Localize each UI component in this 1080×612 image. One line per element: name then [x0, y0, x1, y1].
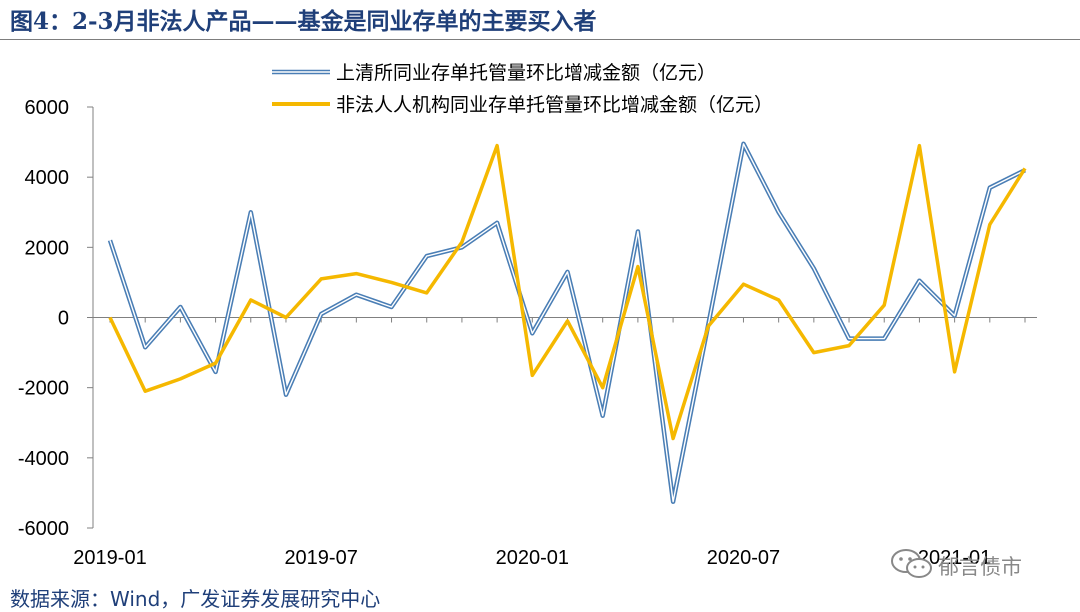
- data-point: [530, 331, 534, 335]
- figure-title: 图4：2-3月非法人产品——基金是同业存单的主要买入者: [10, 8, 597, 35]
- data-point: [882, 337, 886, 341]
- data-point: [354, 293, 358, 297]
- legend-item-2: 非法人人机构同业存单托管量环比增减金额（亿元）: [272, 94, 773, 116]
- data-point: [390, 305, 394, 309]
- data-point: [495, 221, 499, 225]
- data-point: [953, 314, 957, 318]
- x-tick-label: 2019-01: [73, 547, 146, 569]
- data-point: [988, 186, 992, 190]
- data-point: [284, 316, 288, 320]
- data-point: [601, 386, 605, 390]
- legend-label: 非法人人机构同业存单托管量环比增减金额（亿元）: [336, 94, 773, 116]
- data-point: [671, 437, 675, 441]
- data-point: [671, 500, 675, 504]
- x-tick-label: 2020-01: [496, 547, 569, 569]
- source-note: 数据来源：Wind，广发证券发展研究中心: [10, 587, 381, 611]
- wechat-icon: [891, 549, 932, 578]
- series-1: [107, 141, 1027, 504]
- series-layer: [107, 141, 1027, 504]
- data-point: [284, 393, 288, 397]
- data-point: [882, 303, 886, 307]
- watermark: 郁言债市: [890, 548, 1055, 582]
- data-point: [178, 305, 182, 309]
- series-line: [108, 143, 1027, 441]
- data-point: [636, 230, 640, 234]
- y-tick-label: -4000: [18, 448, 69, 470]
- data-point: [143, 389, 147, 393]
- title-divider: [0, 39, 1080, 40]
- chart-legend: 上清所同业存单托管量环比增减金额（亿元） 非法人人机构同业存单托管量环比增减金额（…: [272, 62, 773, 116]
- data-point: [917, 279, 921, 283]
- y-tick-label: 4000: [25, 167, 70, 189]
- watermark-text: 郁言债市: [938, 555, 1022, 579]
- data-point: [390, 280, 394, 284]
- x-tick-label: 2019-07: [284, 547, 357, 569]
- data-point: [777, 210, 781, 214]
- data-point: [706, 324, 710, 328]
- x-tick-label: 2020-07: [707, 547, 780, 569]
- data-point: [1023, 166, 1027, 170]
- data-point: [741, 282, 745, 286]
- line-chart: -6000 -4000 -2000 0 2000 4000 6000 2019-01 2019-…: [18, 62, 1037, 569]
- data-point: [988, 223, 992, 227]
- data-point: [143, 345, 147, 349]
- data-point: [178, 377, 182, 381]
- data-point: [319, 277, 323, 281]
- data-point: [108, 316, 112, 320]
- chart-axes: -6000 -4000 -2000 0 2000 4000 6000 2019-01 2019-…: [18, 97, 1037, 569]
- data-point: [601, 414, 605, 418]
- figure-header: 图4：2-3月非法人产品——基金是同业存单的主要买入者: [0, 0, 1080, 40]
- data-point: [566, 270, 570, 274]
- data-point: [249, 210, 253, 214]
- series-2: [108, 143, 1027, 441]
- data-point: [530, 373, 534, 377]
- data-point: [214, 370, 218, 374]
- data-point: [319, 312, 323, 316]
- data-point: [847, 337, 851, 341]
- data-point: [425, 254, 429, 258]
- legend-label: 上清所同业存单托管量环比增减金额（亿元）: [336, 62, 716, 84]
- data-point: [108, 238, 112, 242]
- data-point: [953, 370, 957, 374]
- data-point: [566, 319, 570, 323]
- x-tick-label: 2021-01: [918, 547, 991, 569]
- y-tick-label: -2000: [18, 378, 69, 400]
- data-point: [460, 240, 464, 244]
- data-point: [777, 298, 781, 302]
- data-point: [495, 144, 499, 148]
- data-point: [741, 142, 745, 146]
- data-point: [214, 361, 218, 365]
- data-point: [354, 272, 358, 276]
- data-point: [249, 298, 253, 302]
- y-tick-label: 6000: [25, 97, 70, 119]
- legend-item-1: 上清所同业存单托管量环比增减金额（亿元）: [272, 62, 716, 84]
- data-point: [917, 144, 921, 148]
- y-tick-label: -6000: [18, 518, 69, 540]
- series-line-inner: [109, 143, 1026, 503]
- y-tick-label: 2000: [25, 237, 70, 259]
- data-point: [636, 265, 640, 269]
- data-point: [812, 351, 816, 355]
- data-point: [812, 266, 816, 270]
- y-tick-label: 0: [58, 308, 69, 330]
- data-point: [425, 291, 429, 295]
- data-point: [847, 344, 851, 348]
